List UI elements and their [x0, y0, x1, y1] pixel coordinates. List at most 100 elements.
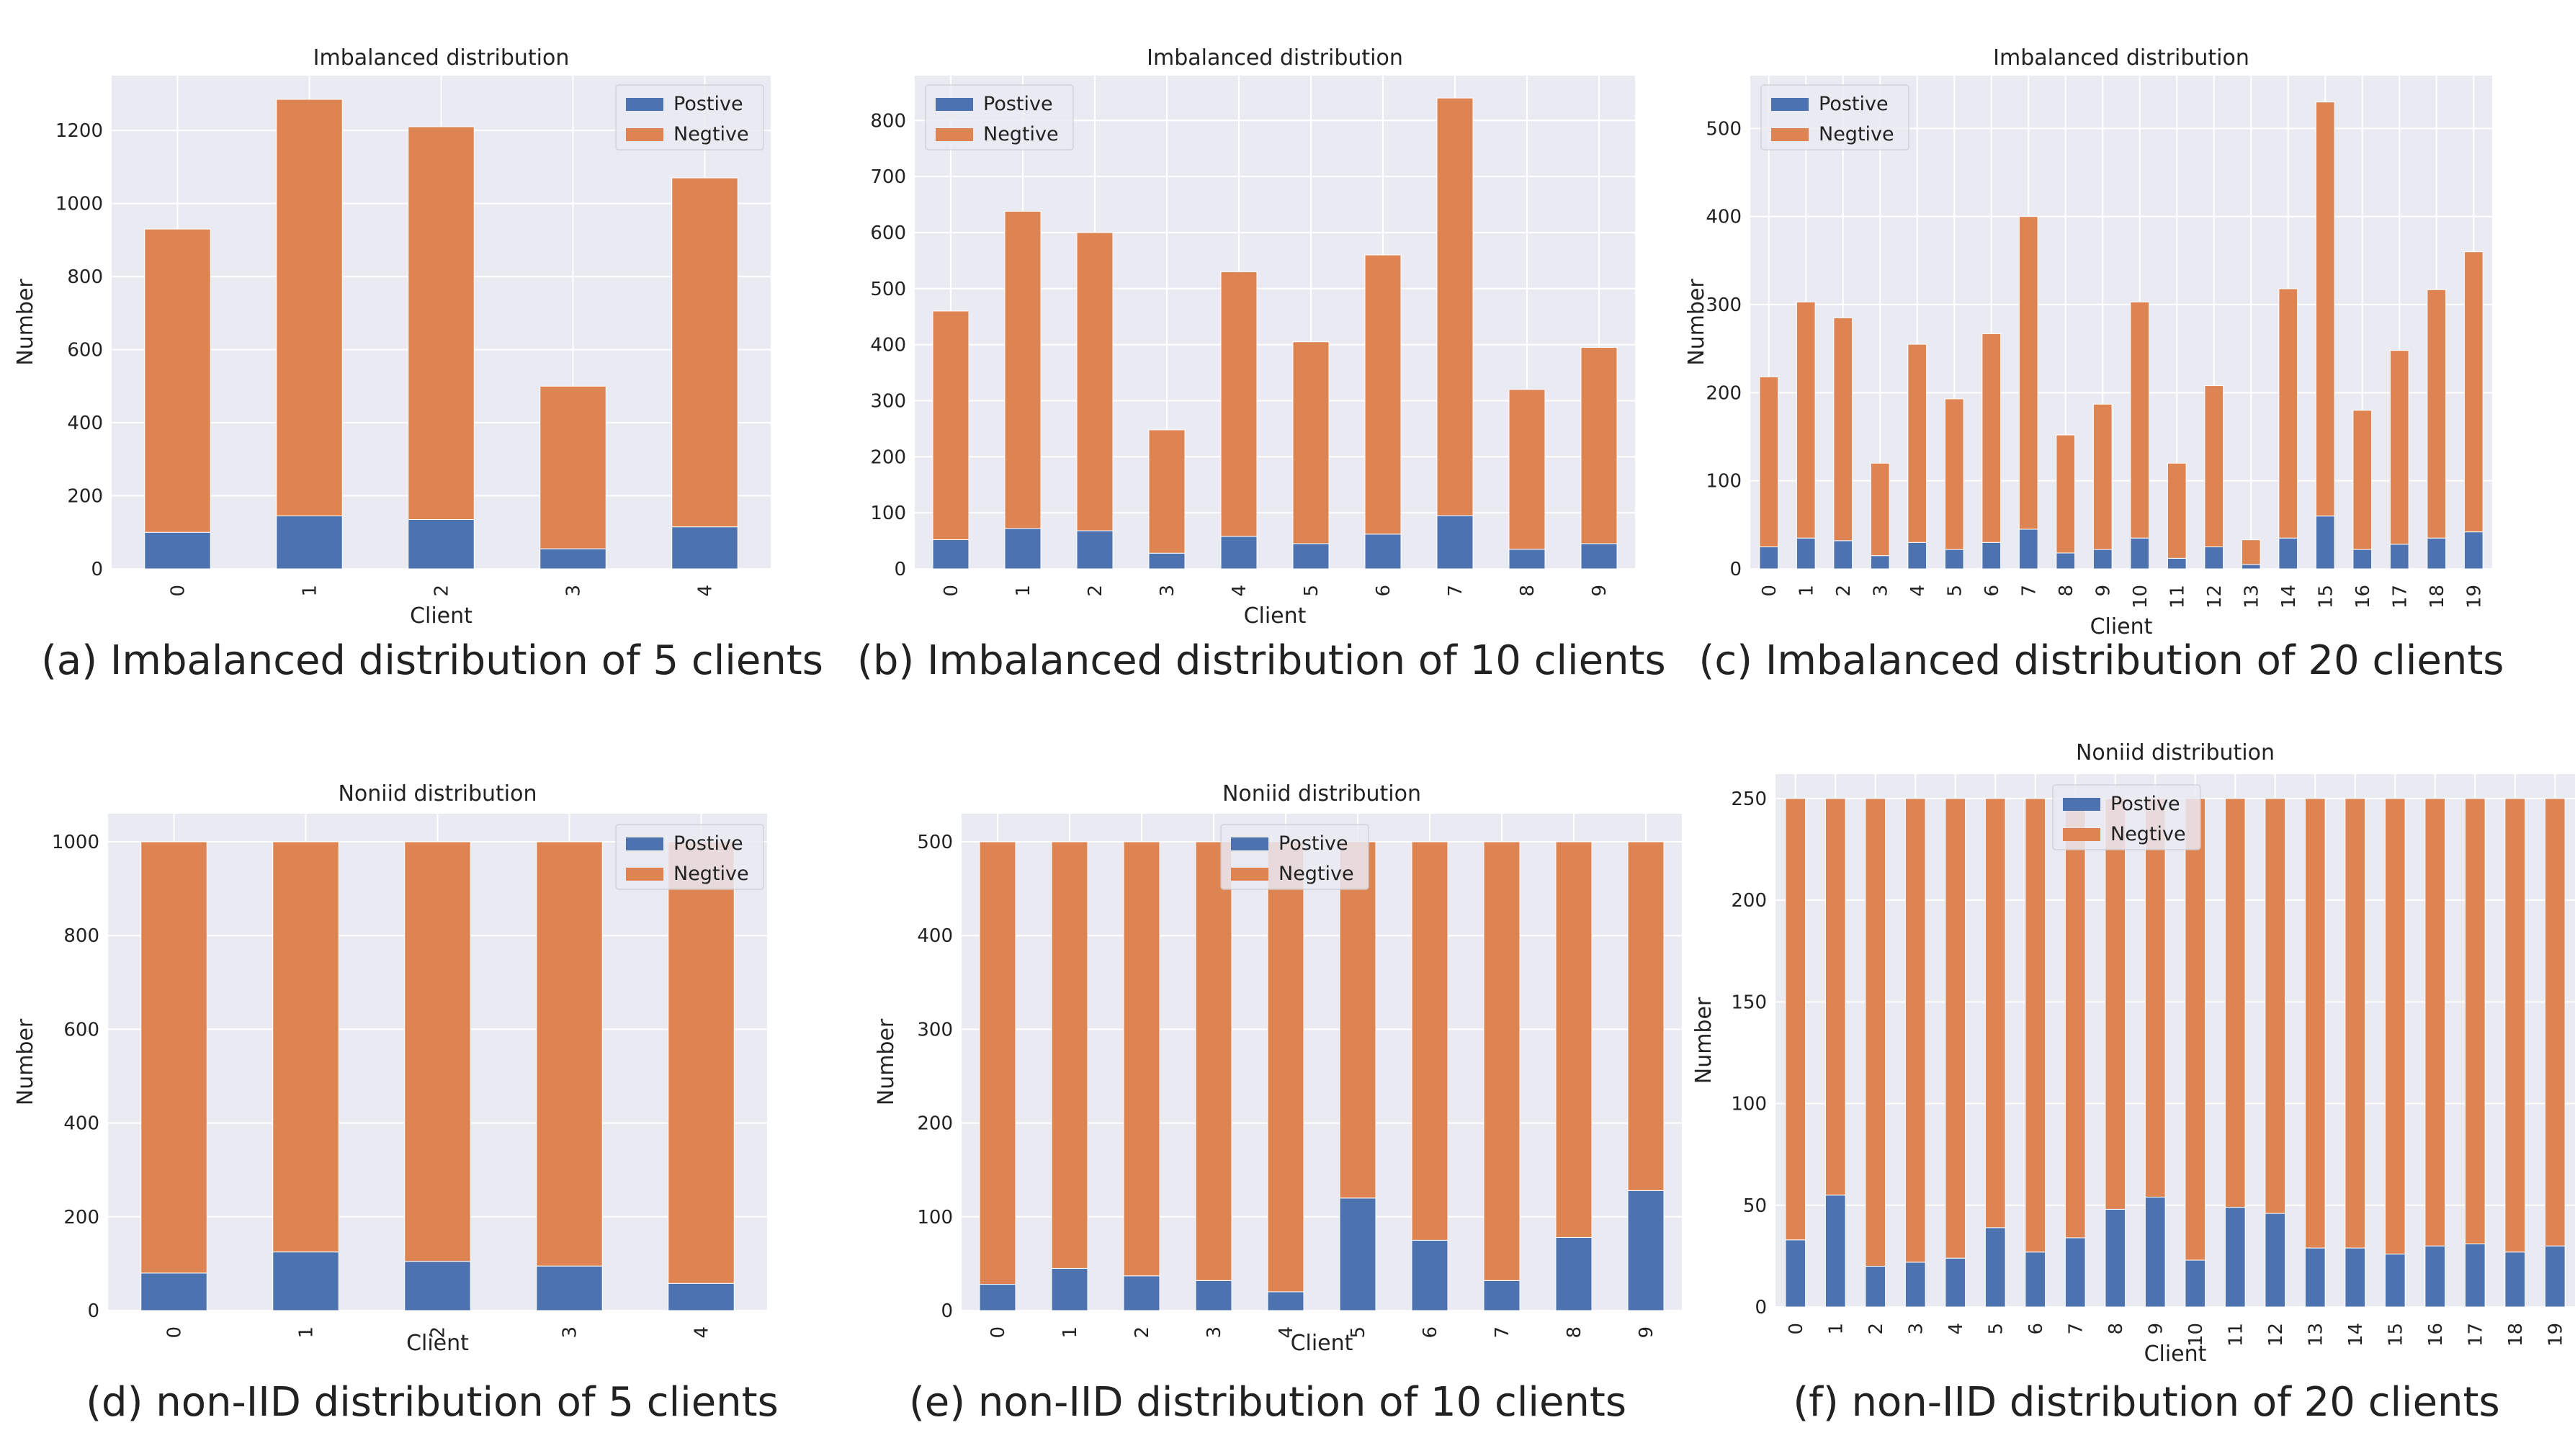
y-tick-label: 50: [1743, 1195, 1767, 1217]
bar-postive: [1759, 546, 1779, 570]
bar-negtive: [932, 310, 969, 541]
x-tick-label: 0: [164, 1326, 186, 1339]
bar-negtive: [1865, 798, 1886, 1267]
plot-background: [1775, 774, 2575, 1307]
bar-postive: [1981, 541, 2002, 570]
y-tick-label: 300: [870, 390, 906, 412]
y-axis-label: Number: [13, 279, 38, 366]
x-tick-label: 4: [1945, 1323, 1967, 1335]
bar-postive: [2056, 552, 2076, 570]
x-tick-label: 17: [2465, 1323, 2486, 1347]
x-tick-label: 5: [1348, 1326, 1369, 1339]
bar-postive: [1904, 1262, 1926, 1308]
legend-label-postive: Postive: [673, 93, 743, 115]
y-tick-label: 250: [1731, 788, 1767, 810]
x-tick-label: 4: [1276, 1326, 1297, 1339]
x-tick-label: 3: [1204, 1326, 1225, 1339]
x-axis-label: Client: [1291, 1331, 1353, 1356]
legend-swatch-negtive: [626, 868, 663, 881]
x-tick-label: 1: [296, 1326, 318, 1339]
y-tick-label: 100: [870, 503, 906, 524]
x-tick-label: 9: [1589, 585, 1611, 597]
bar-negtive: [1339, 841, 1376, 1199]
bar-postive: [2265, 1213, 2286, 1308]
bar-negtive: [2384, 798, 2406, 1255]
bar-postive: [1824, 1195, 1846, 1308]
x-tick-label: 6: [2025, 1323, 2047, 1335]
bar-negtive: [2185, 798, 2206, 1261]
bar-negtive: [1944, 398, 1964, 550]
y-tick-label: 800: [67, 266, 103, 288]
x-tick-label: 13: [2241, 585, 2262, 608]
bar-postive: [1483, 1280, 1521, 1311]
x-tick-label: 11: [2167, 585, 2188, 608]
bar-postive: [2315, 516, 2335, 570]
bar-postive: [1364, 534, 1402, 570]
y-tick-label: 200: [67, 486, 103, 508]
bar-negtive: [2092, 403, 2113, 550]
y-tick-label: 200: [870, 446, 906, 468]
chart-title: Imbalanced distribution: [1147, 45, 1403, 71]
y-axis-label: Number: [13, 1018, 38, 1105]
bar-postive: [1339, 1197, 1376, 1311]
x-axis-label: Client: [410, 603, 473, 629]
bar-negtive: [1051, 841, 1088, 1269]
chart-panel-c: 0 100 200 300 400 500 0 1 2 3 4 5 6 7 8 9 10 11 12 13 14 15 16…: [1678, 0, 2575, 691]
bar-postive: [2278, 537, 2298, 570]
x-tick-label: 18: [2505, 1323, 2527, 1347]
x-tick-label: 0: [1759, 585, 1781, 597]
x-tick-label: 4: [1907, 585, 1929, 597]
chart-title: Imbalanced distribution: [1993, 45, 2249, 71]
bar-negtive: [2224, 798, 2246, 1208]
bar-negtive: [1870, 462, 1890, 557]
x-tick-label: 10: [2130, 585, 2151, 608]
bar-postive: [1148, 552, 1186, 570]
y-tick-label: 100: [1706, 471, 1742, 493]
caption-e: (e) non-IID distribution of 10 clients: [908, 1379, 1627, 1426]
bar-postive: [1051, 1267, 1088, 1311]
x-tick-label: 18: [2427, 585, 2448, 608]
y-tick-label: 400: [63, 1113, 99, 1135]
legend-label-negtive: Negtive: [1278, 863, 1354, 885]
bar-negtive: [1627, 841, 1665, 1191]
y-tick-label: 300: [917, 1019, 953, 1041]
x-tick-label: 8: [2056, 585, 2077, 597]
bar-negtive: [2427, 289, 2447, 539]
y-axis-label: Number: [1684, 279, 1709, 366]
bar-postive: [1411, 1239, 1448, 1311]
bar-postive: [2185, 1259, 2206, 1308]
y-tick-label: 400: [870, 335, 906, 356]
x-tick-label: 15: [2315, 585, 2337, 608]
bar-negtive: [1220, 271, 1258, 537]
x-tick-label: 2: [1866, 1323, 1887, 1335]
y-tick-label: 1200: [55, 120, 103, 142]
bar-negtive: [2018, 216, 2038, 530]
y-tick-label: 500: [870, 279, 906, 300]
bar-negtive: [2544, 798, 2566, 1246]
legend-label-negtive: Negtive: [2110, 823, 2186, 845]
bar-postive: [1580, 543, 1618, 570]
bar-postive: [2304, 1247, 2326, 1308]
y-tick-label: 100: [917, 1207, 953, 1228]
x-tick-label: 1: [300, 585, 321, 597]
y-tick-label: 600: [870, 223, 906, 244]
bar-postive: [1945, 1257, 1966, 1308]
bar-postive: [1944, 549, 1964, 570]
y-tick-label: 0: [941, 1300, 953, 1322]
bar-negtive: [272, 841, 339, 1253]
legend-swatch-negtive: [936, 128, 973, 141]
bar-negtive: [1759, 376, 1779, 547]
y-tick-label: 500: [1706, 118, 1742, 140]
x-tick-label: 3: [1870, 585, 1891, 597]
bar-negtive: [1123, 841, 1160, 1277]
bar-postive: [539, 548, 606, 570]
x-tick-label: 4: [695, 585, 717, 597]
bar-negtive: [2304, 798, 2326, 1249]
bar-postive: [1907, 541, 1927, 570]
y-tick-label: 800: [63, 925, 99, 947]
bar-negtive: [1292, 341, 1330, 544]
bar-postive: [2064, 1237, 2086, 1308]
chart-panel-d: 0 200 400 600 800 1000 0 1 2 3 4 Noniid distributio…: [0, 727, 821, 1456]
caption-d: (d) non-IID distribution of 5 clients: [86, 1379, 779, 1426]
bar-postive: [1627, 1190, 1665, 1311]
